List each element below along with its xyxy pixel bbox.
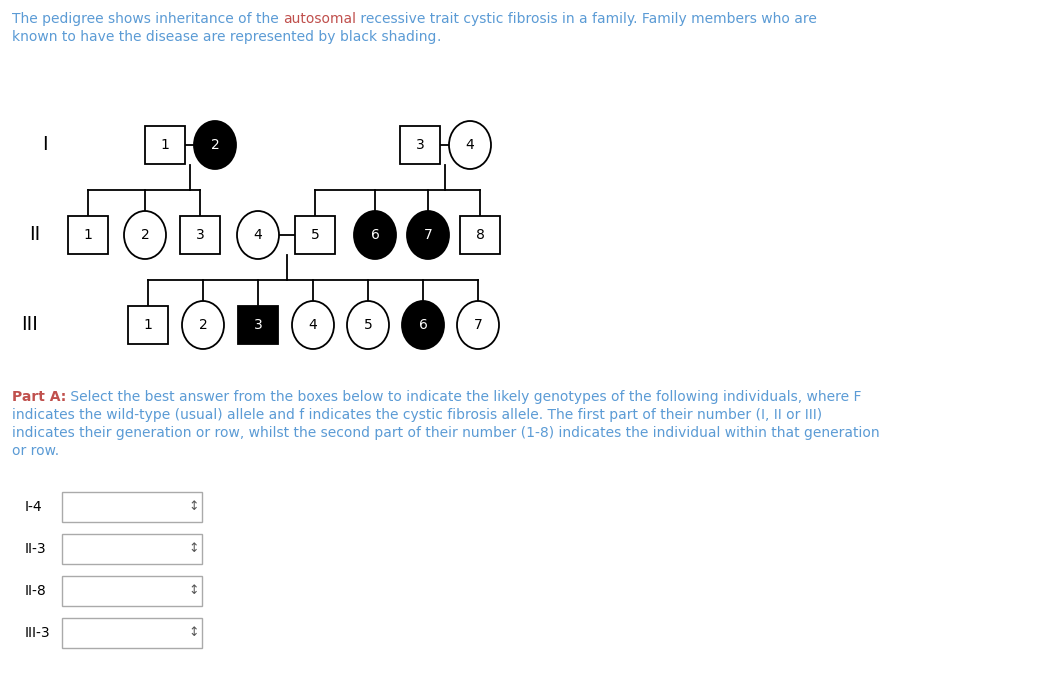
Text: 4: 4 [309,318,317,332]
Text: .: . [436,30,440,44]
Text: ↕: ↕ [189,543,200,556]
Text: indicates the wild-type (usual) allele and f indicates the cystic fibrosis allel: indicates the wild-type (usual) allele a… [12,408,822,422]
Text: 1: 1 [84,228,92,242]
Text: or row.: or row. [12,444,59,458]
Ellipse shape [182,301,224,349]
Bar [295,216,335,254]
Ellipse shape [236,211,279,259]
Text: 2: 2 [141,228,149,242]
Text: indicates their generation or row, whilst the second part of their number (1-8) : indicates their generation or row, whils… [12,426,880,440]
Text: ↕: ↕ [189,585,200,598]
Text: autosomal: autosomal [283,12,356,26]
Text: 7: 7 [474,318,482,332]
Text: known to have the disease are represented by: known to have the disease are represente… [12,30,339,44]
Text: 4: 4 [253,228,263,242]
Bar [400,126,440,164]
Text: Part A:: Part A: [12,390,66,404]
Text: 6: 6 [371,228,379,242]
Ellipse shape [457,301,499,349]
Ellipse shape [449,121,491,169]
Ellipse shape [401,301,444,349]
Ellipse shape [124,211,166,259]
Bar [62,618,202,648]
Text: III: III [22,316,39,335]
Text: 5: 5 [364,318,372,332]
Ellipse shape [407,211,449,259]
Text: II: II [29,226,41,245]
Bar [128,306,168,344]
Text: 3: 3 [195,228,204,242]
Text: I: I [42,135,47,154]
Text: III-3: III-3 [25,626,50,640]
Text: 6: 6 [418,318,428,332]
Ellipse shape [194,121,236,169]
Text: II-3: II-3 [25,542,46,556]
Text: 5: 5 [311,228,320,242]
Bar [145,126,185,164]
Bar [180,216,220,254]
Bar [62,492,202,522]
Ellipse shape [347,301,389,349]
Text: 1: 1 [144,318,152,332]
Text: The pedigree shows inheritance of the: The pedigree shows inheritance of the [12,12,283,26]
Bar [62,534,202,564]
Text: 3: 3 [415,138,425,152]
Ellipse shape [292,301,334,349]
Text: Select the best answer from the boxes below to indicate the likely genotypes of : Select the best answer from the boxes be… [66,390,862,404]
Bar [68,216,108,254]
Text: 2: 2 [199,318,207,332]
Text: black shading: black shading [339,30,436,44]
Bar [238,306,279,344]
Text: recessive trait cystic fibrosis in a family. Family members who are: recessive trait cystic fibrosis in a fam… [356,12,817,26]
Text: 2: 2 [210,138,220,152]
Text: ↕: ↕ [189,500,200,513]
Bar [460,216,500,254]
Text: 8: 8 [475,228,485,242]
Text: 1: 1 [161,138,169,152]
Text: ↕: ↕ [189,626,200,639]
Text: II-8: II-8 [25,584,46,598]
Text: 7: 7 [424,228,432,242]
Ellipse shape [354,211,396,259]
Text: I-4: I-4 [25,500,43,514]
Text: 3: 3 [253,318,263,332]
Text: 4: 4 [466,138,474,152]
Bar [62,576,202,606]
